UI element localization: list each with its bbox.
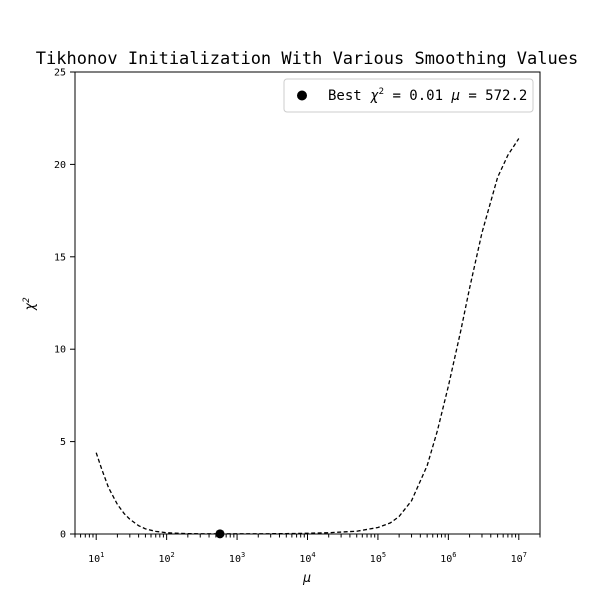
best-point-marker xyxy=(215,529,225,539)
y-axis-label-exp: 2 xyxy=(22,297,32,302)
y-tick-label-1: 5 xyxy=(60,437,66,448)
y-tick-label-3: 15 xyxy=(54,252,66,263)
y-tick-label-0: 0 xyxy=(60,530,66,541)
x-tick-label-4: 105 xyxy=(370,551,386,565)
x-tick-label-2: 103 xyxy=(229,551,245,565)
legend-chi-exp: 2 xyxy=(379,87,384,97)
chart-title: Tikhonov Initialization With Various Smo… xyxy=(36,49,578,69)
y-axis-label: χ2 xyxy=(22,297,38,310)
x-tick-label-6: 107 xyxy=(511,551,527,565)
legend-chi: χ xyxy=(370,88,379,104)
x-axis-label: μ xyxy=(302,571,311,586)
series-line xyxy=(95,138,520,535)
x-tick-label-0: 101 xyxy=(88,551,104,565)
y-tick-label-4: 20 xyxy=(54,160,66,171)
legend-label: Best χ2 = 0.01 μ = 572.2 xyxy=(328,87,527,104)
legend-box xyxy=(283,78,534,113)
legend-marker xyxy=(297,90,307,101)
legend-middle: = 0.01 xyxy=(384,88,451,104)
x-tick-label-5: 106 xyxy=(440,551,456,565)
legend-mu: μ xyxy=(450,88,459,104)
y-tick-label-5: 25 xyxy=(54,68,66,79)
x-axis-ticks: 101 102 103 104 105 106 107 xyxy=(74,534,541,565)
y-axis-ticks: 0 5 10 15 20 25 xyxy=(54,68,75,541)
legend-prefix: Best xyxy=(328,88,370,104)
x-tick-label-3: 104 xyxy=(299,551,315,565)
y-axis-label-symbol: χ xyxy=(23,303,38,311)
legend-suffix: = 572.2 xyxy=(460,88,527,104)
x-tick-label-1: 102 xyxy=(159,551,175,565)
y-tick-label-2: 10 xyxy=(54,345,66,356)
legend: Best χ2 = 0.01 μ = 572.2 xyxy=(283,78,534,113)
